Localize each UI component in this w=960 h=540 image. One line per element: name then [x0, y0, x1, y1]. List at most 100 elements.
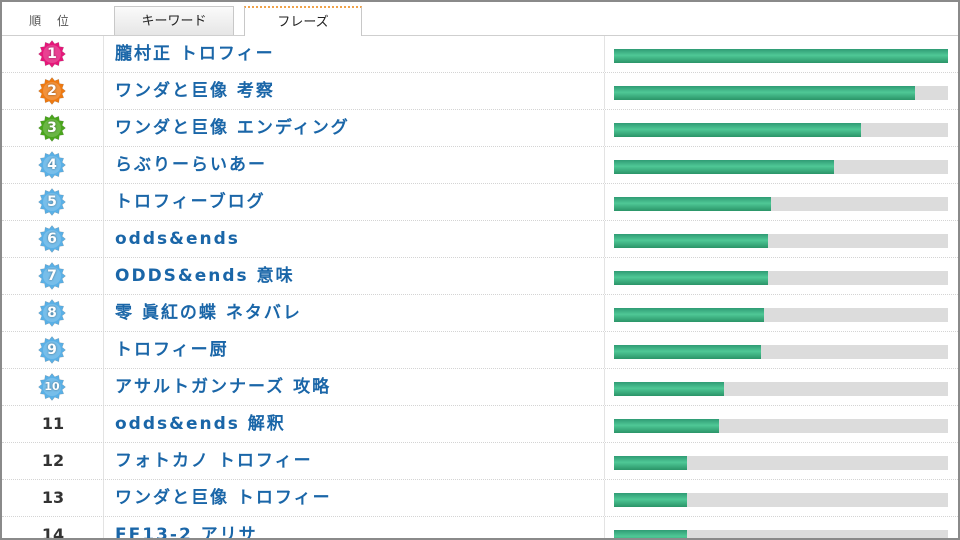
- score-bar-track: [614, 160, 948, 174]
- ranking-row: 7 ODDS&ends 意味: [2, 258, 958, 295]
- term-cell: odds&ends: [105, 221, 605, 257]
- tab-keyword[interactable]: キーワード: [114, 6, 234, 35]
- term-cell: アサルトガンナーズ 攻略: [105, 369, 605, 405]
- ranking-list: 1 朧村正 トロフィー 2 ワンダと巨像 考察 3 ワンダと巨像 エンディング 4 らぶりーら…: [2, 36, 958, 540]
- search-term-link[interactable]: odds&ends 解釈: [115, 414, 286, 434]
- score-bar-fill: [614, 382, 725, 396]
- ranking-row: 3 ワンダと巨像 エンディング: [2, 110, 958, 147]
- score-bar-track: [614, 382, 948, 396]
- score-cell: [606, 406, 958, 442]
- ranking-row: 5 トロフィーブログ: [2, 184, 958, 221]
- rank-number: 4: [47, 157, 57, 173]
- rank-badge-icon: 2: [38, 77, 66, 105]
- ranking-row: 10 アサルトガンナーズ 攻略: [2, 369, 958, 406]
- starburst-icon: [38, 188, 66, 216]
- ranking-row: 6 odds&ends: [2, 221, 958, 258]
- tab-phrase[interactable]: フレーズ: [244, 6, 362, 36]
- score-cell: [606, 36, 958, 72]
- rank-number: 3: [47, 120, 57, 136]
- search-term-link[interactable]: 零 眞紅の蝶 ネタバレ: [115, 303, 302, 323]
- score-cell: [606, 258, 958, 294]
- score-cell: [606, 443, 958, 479]
- rank-badge-icon: 6: [38, 225, 66, 253]
- starburst-icon: [38, 336, 66, 364]
- rank-cell: 6: [2, 221, 104, 257]
- search-term-link[interactable]: 朧村正 トロフィー: [115, 44, 275, 64]
- score-bar-fill: [614, 419, 720, 433]
- score-bar-track: [614, 197, 948, 211]
- rank-number: 6: [47, 231, 57, 247]
- score-bar-track: [614, 49, 948, 63]
- term-cell: 零 眞紅の蝶 ネタバレ: [105, 295, 605, 331]
- tab-bar: 順 位 キーワード フレーズ: [2, 2, 958, 36]
- rank-badge-icon: 8: [38, 299, 66, 327]
- starburst-icon: [38, 299, 66, 327]
- score-cell: [606, 332, 958, 368]
- score-bar-track: [614, 234, 948, 248]
- search-term-link[interactable]: FF13-2 アリサ: [115, 525, 258, 540]
- score-cell: [606, 480, 958, 516]
- score-bar-fill: [614, 197, 771, 211]
- search-term-link[interactable]: トロフィーブログ: [115, 192, 266, 212]
- ranking-row: 2 ワンダと巨像 考察: [2, 73, 958, 110]
- search-term-link[interactable]: ワンダと巨像 考察: [115, 81, 275, 101]
- rank-badge-icon: 10: [38, 373, 66, 401]
- rank-cell: 12: [2, 443, 104, 479]
- search-term-link[interactable]: トロフィー厨: [115, 340, 229, 360]
- rank-column-header: 順 位: [29, 14, 75, 28]
- ranking-row: 13 ワンダと巨像 トロフィー: [2, 480, 958, 517]
- rank-cell: 13: [2, 480, 104, 516]
- starburst-icon: [38, 77, 66, 105]
- search-term-link[interactable]: アサルトガンナーズ 攻略: [115, 377, 332, 397]
- term-cell: らぶりーらいあー: [105, 147, 605, 183]
- rank-cell: 7: [2, 258, 104, 294]
- starburst-icon: [38, 373, 66, 401]
- score-cell: [606, 147, 958, 183]
- score-bar-fill: [614, 271, 768, 285]
- ranking-row: 4 らぶりーらいあー: [2, 147, 958, 184]
- score-cell: [606, 369, 958, 405]
- score-bar-track: [614, 345, 948, 359]
- score-cell: [606, 295, 958, 331]
- starburst-icon: [38, 40, 66, 68]
- score-bar-track: [614, 530, 948, 538]
- score-bar-track: [614, 271, 948, 285]
- score-cell: [606, 110, 958, 146]
- score-bar-track: [614, 493, 948, 507]
- score-bar-fill: [614, 49, 948, 63]
- ranking-row: 9 トロフィー厨: [2, 332, 958, 369]
- score-bar-track: [614, 86, 948, 100]
- score-bar-track: [614, 456, 948, 470]
- score-cell: [606, 517, 958, 538]
- score-cell: [606, 221, 958, 257]
- rank-cell: 8: [2, 295, 104, 331]
- rank-cell: 14: [2, 517, 104, 538]
- rank-number: 13: [41, 488, 65, 507]
- rank-number: 10: [44, 380, 60, 393]
- rank-cell: 11: [2, 406, 104, 442]
- rank-number: 5: [47, 194, 57, 210]
- rank-number: 8: [47, 305, 57, 321]
- ranking-row: 1 朧村正 トロフィー: [2, 36, 958, 73]
- score-bar-fill: [614, 308, 765, 322]
- term-cell: ワンダと巨像 エンディング: [105, 110, 605, 146]
- rank-number: 2: [47, 83, 57, 99]
- search-term-link[interactable]: らぶりーらいあー: [115, 155, 267, 175]
- rank-badge-icon: 1: [38, 40, 66, 68]
- search-term-link[interactable]: ODDS&ends 意味: [115, 266, 295, 286]
- rank-badge-icon: 4: [38, 151, 66, 179]
- ranking-row: 12 フォトカノ トロフィー: [2, 443, 958, 480]
- score-bar-fill: [614, 530, 688, 538]
- search-term-link[interactable]: ワンダと巨像 トロフィー: [115, 488, 332, 508]
- search-term-link[interactable]: odds&ends: [115, 229, 240, 249]
- search-term-link[interactable]: ワンダと巨像 エンディング: [115, 118, 350, 138]
- rank-number: 11: [41, 414, 65, 433]
- search-term-link[interactable]: フォトカノ トロフィー: [115, 451, 313, 471]
- ranking-row: 8 零 眞紅の蝶 ネタバレ: [2, 295, 958, 332]
- score-bar-fill: [614, 86, 915, 100]
- term-cell: トロフィー厨: [105, 332, 605, 368]
- term-cell: FF13-2 アリサ: [105, 517, 605, 540]
- ranking-row: 11 odds&ends 解釈: [2, 406, 958, 443]
- ranking-row: 14 FF13-2 アリサ: [2, 517, 958, 540]
